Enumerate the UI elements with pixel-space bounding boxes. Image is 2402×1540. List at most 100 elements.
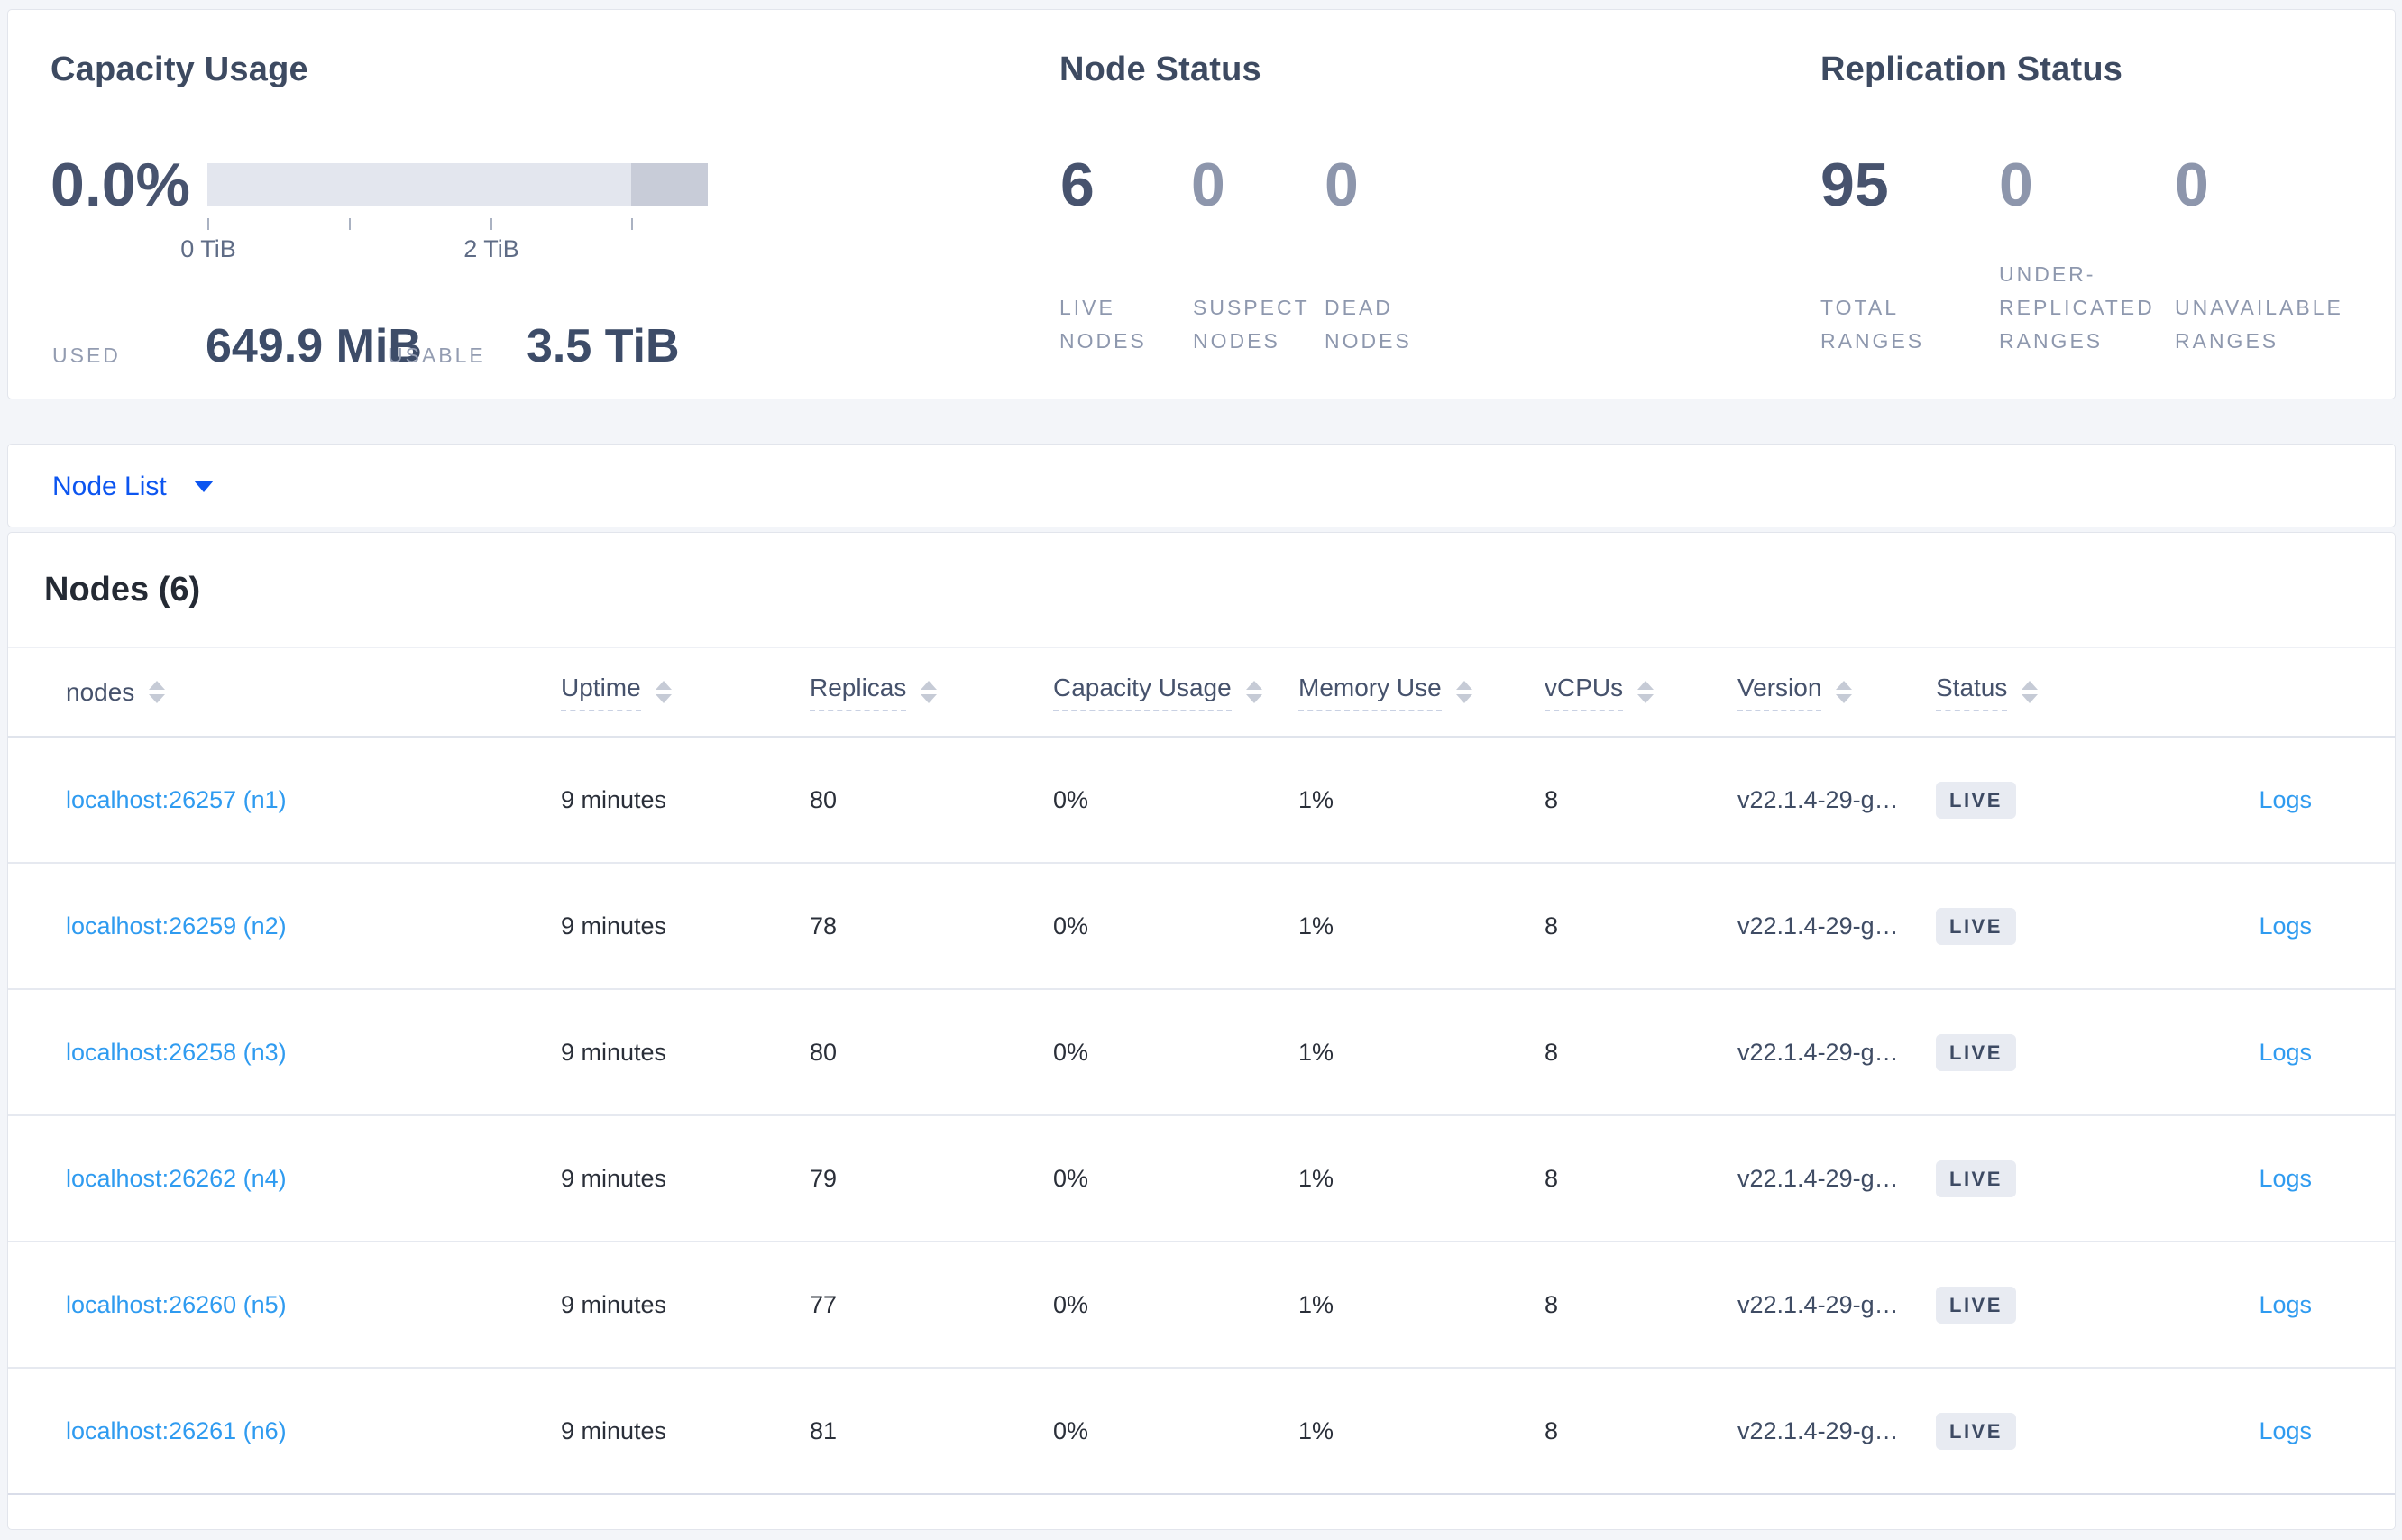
- capacity-cell: 0%: [1053, 912, 1089, 940]
- memory-cell: 1%: [1298, 912, 1334, 940]
- used-value: 649.9 MiB: [206, 320, 422, 372]
- live-nodes-label: LIVE NODES: [1059, 296, 1147, 353]
- node-link[interactable]: localhost:26259 (n2): [66, 912, 287, 940]
- node-link[interactable]: localhost:26257 (n1): [66, 785, 287, 813]
- sort-icon[interactable]: [1245, 681, 1262, 703]
- status-badge: LIVE: [1936, 907, 2016, 945]
- node-link[interactable]: localhost:26262 (n4): [66, 1164, 287, 1192]
- node-link[interactable]: localhost:26261 (n6): [66, 1416, 287, 1444]
- memory-cell: 1%: [1298, 1164, 1334, 1192]
- vcpus-cell: 8: [1545, 1164, 1559, 1192]
- version-cell: v22.1.4-29-g…: [1737, 1290, 1899, 1318]
- status-badge: LIVE: [1936, 1286, 2016, 1324]
- uptime-cell: 9 minutes: [561, 785, 667, 813]
- vcpus-cell: 8: [1545, 1038, 1559, 1066]
- logs-link[interactable]: Logs: [2259, 1038, 2312, 1066]
- replication-status-title: Replication Status: [1820, 50, 2123, 88]
- chevron-down-icon: [193, 481, 214, 492]
- view-selector-dropdown[interactable]: Node List: [52, 445, 214, 528]
- capacity-gauge-segment: [631, 163, 708, 206]
- table-header-row: nodes Uptime Replicas Capacity Usage Mem…: [8, 647, 2395, 738]
- uptime-cell: 9 minutes: [561, 1038, 667, 1066]
- replicas-cell: 80: [810, 1038, 838, 1066]
- column-header-status[interactable]: Status: [1936, 674, 2166, 711]
- column-header-vcpus[interactable]: vCPUs: [1545, 674, 1737, 711]
- logs-link[interactable]: Logs: [2259, 1416, 2312, 1444]
- capacity-usage-title: Capacity Usage: [50, 50, 308, 88]
- sort-icon[interactable]: [149, 681, 166, 703]
- capacity-cell: 0%: [1053, 1290, 1089, 1318]
- gauge-tick: [349, 218, 351, 230]
- sort-icon[interactable]: [1455, 681, 1472, 703]
- sort-icon[interactable]: [2022, 681, 2039, 703]
- column-header-capacity-usage[interactable]: Capacity Usage: [1053, 674, 1298, 711]
- replicas-cell: 79: [810, 1164, 838, 1192]
- used-label: USED: [52, 344, 121, 367]
- vcpus-cell: 8: [1545, 912, 1559, 940]
- replicas-cell: 80: [810, 785, 838, 813]
- uptime-cell: 9 minutes: [561, 1164, 667, 1192]
- status-badge: LIVE: [1936, 1160, 2016, 1197]
- usable-label: USABLE: [388, 344, 486, 367]
- nodes-table-title: Nodes (6): [44, 571, 201, 609]
- view-selector-bar: Node List: [7, 444, 2396, 527]
- capacity-cell: 0%: [1053, 785, 1089, 813]
- total-ranges-value: 95: [1820, 151, 1889, 219]
- table-body: localhost:26257 (n1) 9 minutes 80 0% 1% …: [8, 738, 2395, 1495]
- status-badge: LIVE: [1936, 1412, 2016, 1450]
- usable-value: 3.5 TiB: [527, 320, 680, 372]
- column-header-version[interactable]: Version: [1737, 674, 1936, 711]
- logs-link[interactable]: Logs: [2259, 912, 2312, 940]
- gauge-tick: [490, 218, 492, 230]
- view-selector-label: Node List: [52, 471, 167, 501]
- memory-cell: 1%: [1298, 785, 1334, 813]
- gauge-tick: [631, 218, 633, 230]
- vcpus-cell: 8: [1545, 1290, 1559, 1318]
- memory-cell: 1%: [1298, 1416, 1334, 1444]
- under-replicated-label: UNDER- REPLICATED RANGES: [1999, 262, 2155, 353]
- unavailable-label: UNAVAILABLE RANGES: [2175, 296, 2343, 353]
- dead-nodes-label: DEAD NODES: [1325, 296, 1412, 353]
- node-status-title: Node Status: [1059, 50, 1261, 88]
- column-header-memory-use[interactable]: Memory Use: [1298, 674, 1545, 711]
- memory-cell: 1%: [1298, 1038, 1334, 1066]
- logs-link[interactable]: Logs: [2259, 1290, 2312, 1318]
- node-link[interactable]: localhost:26260 (n5): [66, 1290, 287, 1318]
- cluster-summary-panel: Capacity Usage 0.0% 0 TiB 2 TiB USED 649…: [7, 9, 2396, 399]
- version-cell: v22.1.4-29-g…: [1737, 912, 1899, 940]
- capacity-cell: 0%: [1053, 1038, 1089, 1066]
- table-row: localhost:26259 (n2) 9 minutes 78 0% 1% …: [8, 864, 2395, 990]
- table-row: localhost:26258 (n3) 9 minutes 80 0% 1% …: [8, 990, 2395, 1116]
- logs-link[interactable]: Logs: [2259, 1164, 2312, 1192]
- version-cell: v22.1.4-29-g…: [1737, 1164, 1899, 1192]
- sort-icon[interactable]: [1836, 681, 1853, 703]
- unavailable-value: 0: [2175, 151, 2209, 219]
- suspect-nodes-label: SUSPECT NODES: [1193, 296, 1310, 353]
- column-header-replicas[interactable]: Replicas: [810, 674, 1053, 711]
- capacity-cell: 0%: [1053, 1164, 1089, 1192]
- suspect-nodes-value: 0: [1191, 151, 1225, 219]
- sort-icon[interactable]: [655, 681, 672, 703]
- gauge-tick-label: 2 TiB: [463, 235, 519, 262]
- version-cell: v22.1.4-29-g…: [1737, 785, 1899, 813]
- node-link[interactable]: localhost:26258 (n3): [66, 1038, 287, 1066]
- capacity-gauge-bar: [207, 163, 708, 206]
- logs-link[interactable]: Logs: [2259, 785, 2312, 813]
- version-cell: v22.1.4-29-g…: [1737, 1416, 1899, 1444]
- sort-icon[interactable]: [921, 681, 938, 703]
- uptime-cell: 9 minutes: [561, 1416, 667, 1444]
- capacity-cell: 0%: [1053, 1416, 1089, 1444]
- column-header-uptime[interactable]: Uptime: [561, 674, 810, 711]
- column-header-nodes[interactable]: nodes: [66, 678, 561, 707]
- version-cell: v22.1.4-29-g…: [1737, 1038, 1899, 1066]
- replicas-cell: 78: [810, 912, 838, 940]
- live-nodes-value: 6: [1060, 151, 1095, 219]
- sort-icon[interactable]: [1637, 681, 1655, 703]
- uptime-cell: 9 minutes: [561, 912, 667, 940]
- memory-cell: 1%: [1298, 1290, 1334, 1318]
- uptime-cell: 9 minutes: [561, 1290, 667, 1318]
- capacity-percent: 0.0%: [50, 151, 190, 219]
- status-badge: LIVE: [1936, 1033, 2016, 1071]
- vcpus-cell: 8: [1545, 785, 1559, 813]
- table-row: localhost:26262 (n4) 9 minutes 79 0% 1% …: [8, 1116, 2395, 1242]
